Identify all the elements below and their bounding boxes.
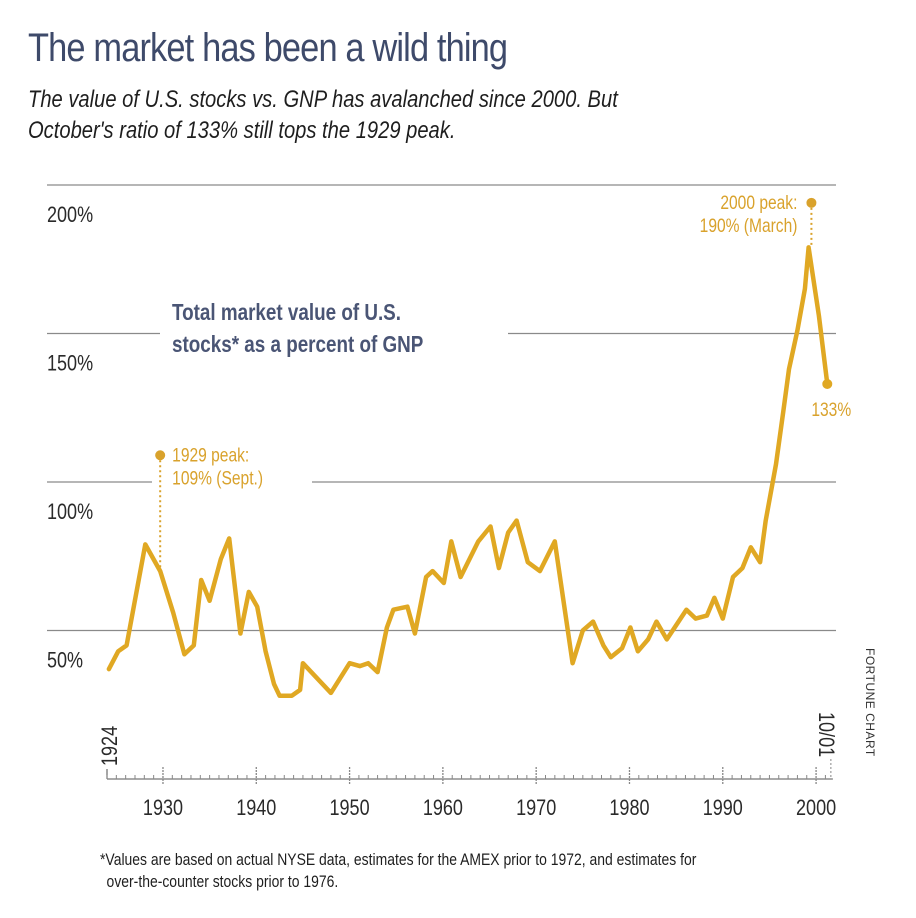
y-tick-label: 200%	[47, 203, 93, 227]
1929-peak-marker	[155, 450, 166, 461]
y-tick-label: 50%	[47, 649, 83, 673]
x-axis-labels: 1930 1940 1950 1960 1970 1980 1990 2000 1924 10/0…	[98, 712, 837, 820]
y-tick-label: 150%	[47, 352, 93, 376]
x-axis	[106, 759, 833, 785]
x-start-label: 1924	[98, 726, 122, 766]
subtitle-line-2: October's ratio of 133% still tops the 1…	[28, 117, 456, 144]
x-tick-label: 1990	[703, 796, 743, 820]
chart-subtitle: The value of U.S. stocks vs. GNP has ava…	[28, 84, 618, 146]
series-label-backdrop	[160, 292, 508, 364]
subtitle-line-1: The value of U.S. stocks vs. GNP has ava…	[28, 86, 618, 113]
footnote-line-1: *Values are based on actual NYSE data, e…	[100, 850, 697, 869]
series-label: Total market value of U.S. stocks* as a …	[160, 292, 508, 364]
x-tick-label: 1970	[516, 796, 556, 820]
y-axis-labels: 200% 150% 100% 50%	[47, 203, 93, 673]
x-tick-label: 1940	[236, 796, 276, 820]
y-tick-label: 100%	[47, 500, 93, 524]
latest-label: 133%	[811, 398, 851, 420]
annotation-backdrop-1929	[152, 470, 312, 492]
series-label-line-1: Total market value of U.S.	[172, 300, 401, 325]
annotations: 1929 peak:109% (Sept.) 2000 peak:190% (Ma…	[155, 191, 851, 572]
1929-peak-label-line-1: 1929 peak:	[172, 444, 249, 466]
x-tick-label: 1930	[143, 796, 183, 820]
x-end-label: 10/01	[813, 712, 837, 757]
chart-title: The market has been a wild thing	[28, 26, 508, 70]
1929-peak-label-line-2: 109% (Sept.)	[172, 467, 263, 489]
x-tick-label: 1980	[609, 796, 649, 820]
footnote: *Values are based on actual NYSE data, e…	[100, 849, 696, 893]
2000-peak-label-line-2: 190% (March)	[700, 214, 798, 236]
gridlines	[47, 184, 836, 632]
2000-peak-marker	[806, 197, 817, 208]
x-tick-label: 1950	[330, 796, 370, 820]
x-tick-label: 2000	[796, 796, 836, 820]
series-group	[106, 245, 830, 699]
2000-peak-label-line-1: 2000 peak:	[720, 191, 797, 213]
credit-label: FORTUNE CHART	[863, 648, 877, 757]
footnote-line-2: over-the-counter stocks prior to 1976.	[106, 872, 339, 891]
series-label-line-2: stocks* as a percent of GNP	[172, 332, 423, 357]
x-tick-label: 1960	[423, 796, 463, 820]
